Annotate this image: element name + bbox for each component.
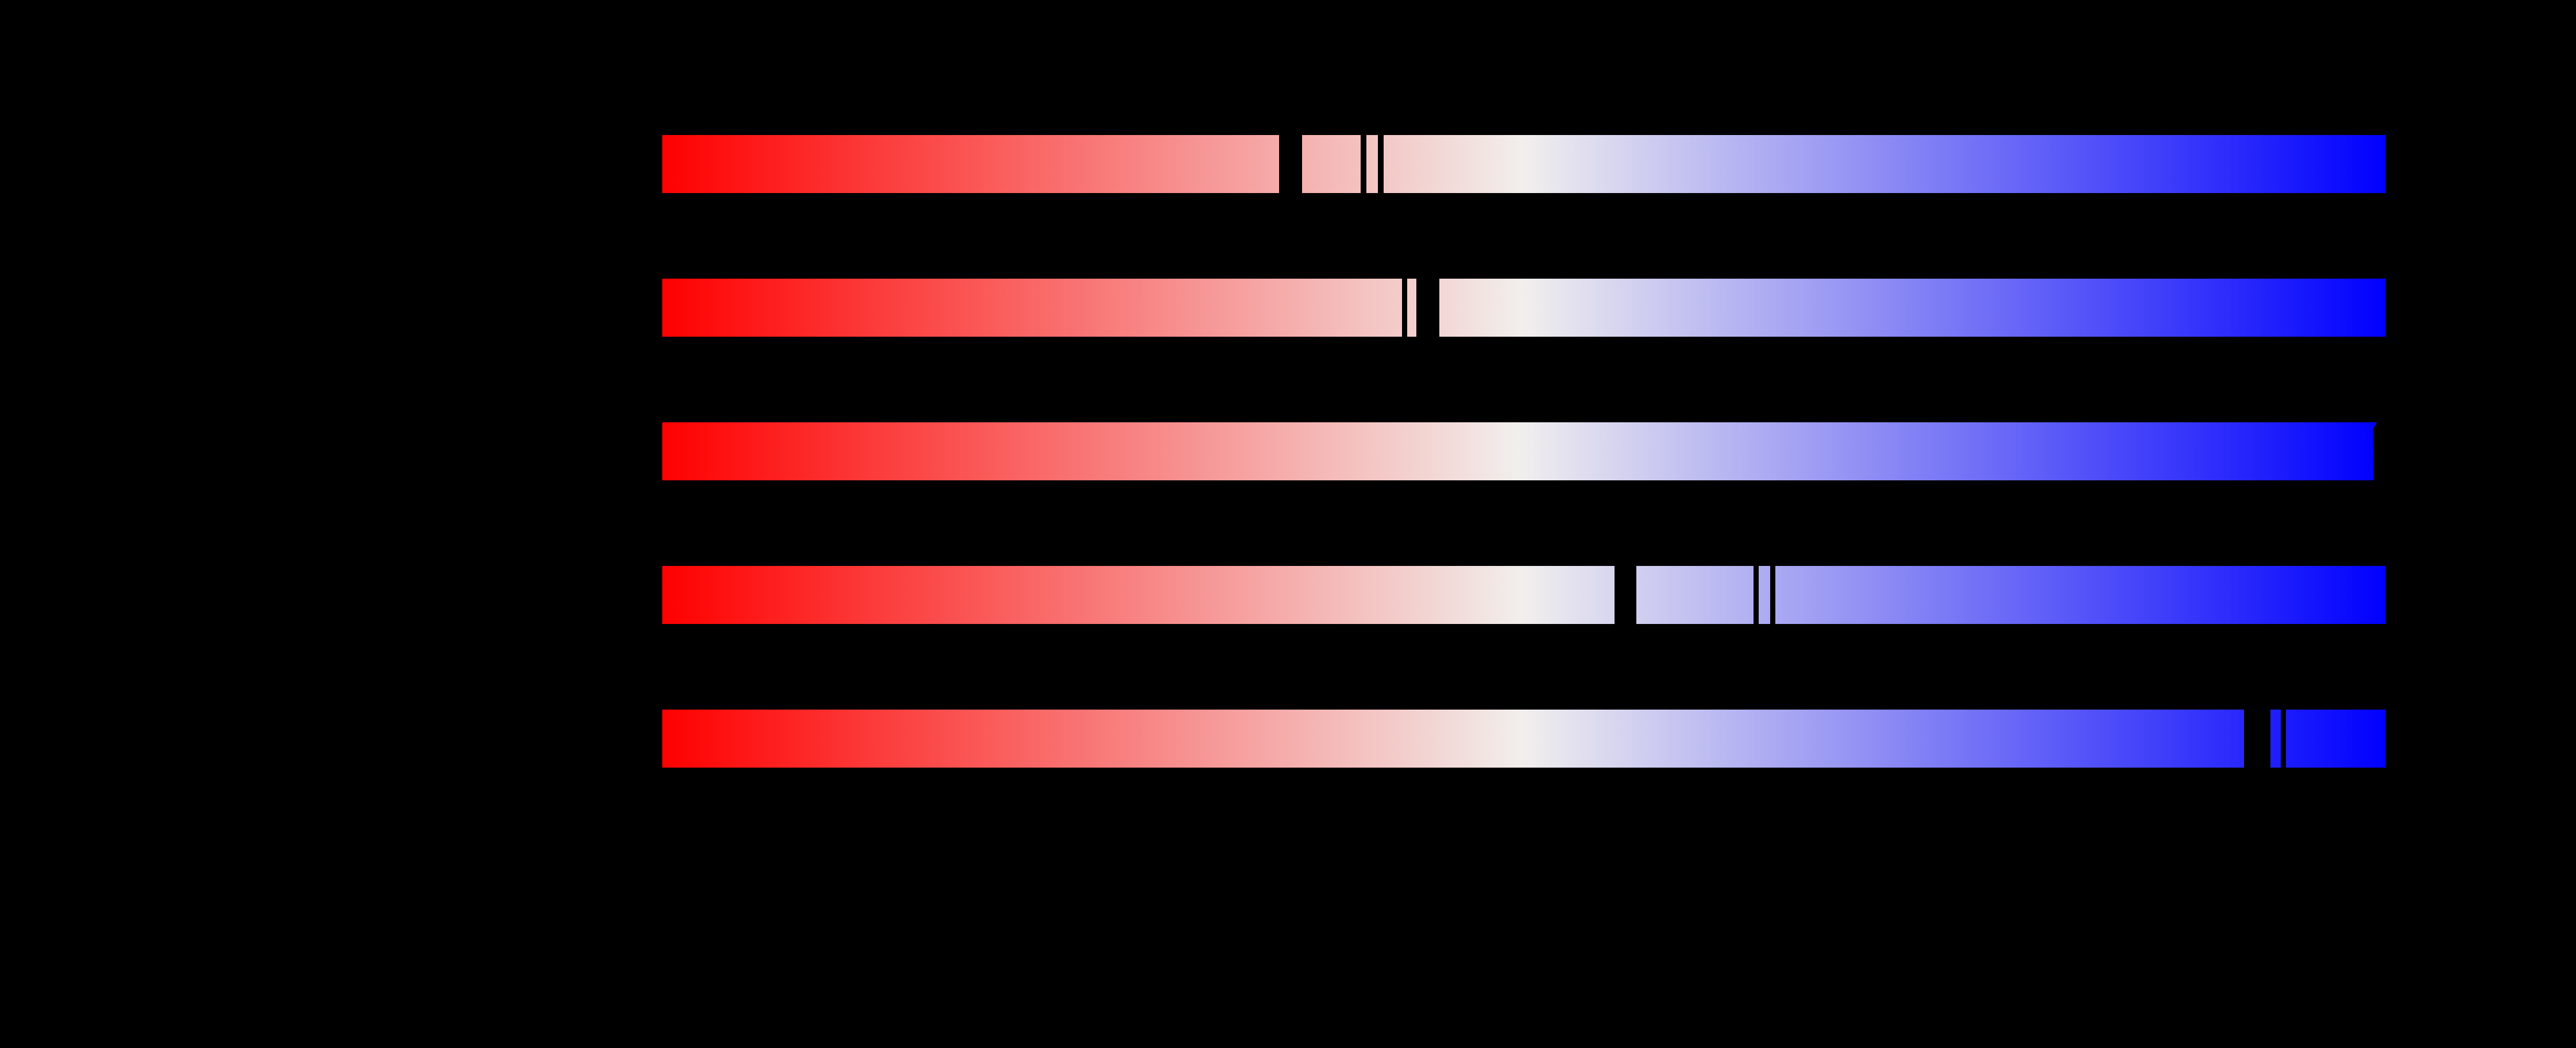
bar-marker-thin	[2281, 710, 2286, 768]
gradient-bar-5	[662, 710, 2385, 768]
bar-marker-thin	[1361, 135, 1366, 193]
gradient-bar-3	[662, 422, 2377, 480]
bar-marker-thin	[1770, 566, 1775, 624]
bar-marker-thin	[1378, 135, 1384, 193]
bar-marker-thin	[1402, 279, 1407, 337]
bar-marker-thick	[1615, 566, 1636, 624]
bar-marker-thick	[1416, 279, 1439, 337]
gradient-bar-1	[662, 135, 2385, 193]
bar-marker-thick	[1279, 135, 1302, 193]
bar-marker-thin	[1754, 566, 1759, 624]
bar-marker-thick	[2244, 710, 2270, 768]
gradient-bar-2	[662, 279, 2385, 337]
gradient-bar-4	[662, 566, 2385, 624]
